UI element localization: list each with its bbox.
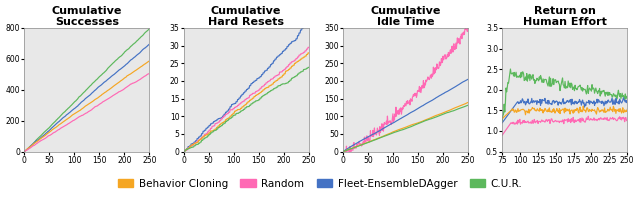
Title: Return on
Human Effort: Return on Human Effort bbox=[523, 6, 607, 27]
Title: Cumulative
Idle Time: Cumulative Idle Time bbox=[370, 6, 440, 27]
Title: Cumulative
Hard Resets: Cumulative Hard Resets bbox=[208, 6, 284, 27]
Title: Cumulative
Successes: Cumulative Successes bbox=[52, 6, 122, 27]
Legend: Behavior Cloning, Random, Fleet-EnsembleDAgger, C.U.R.: Behavior Cloning, Random, Fleet-Ensemble… bbox=[114, 174, 526, 193]
